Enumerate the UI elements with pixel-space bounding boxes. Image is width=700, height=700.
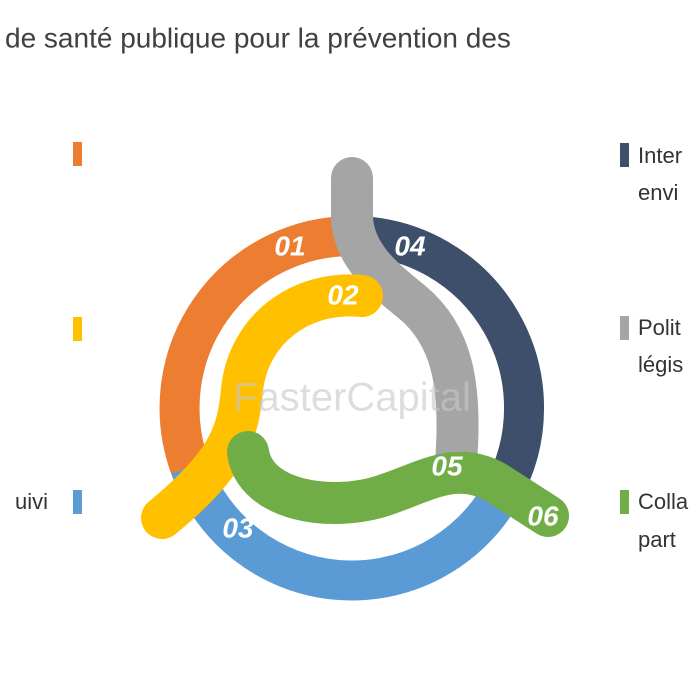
ring-segment-navy <box>351 216 545 504</box>
step-number: 03 <box>222 512 254 543</box>
left-label: uivi <box>15 489 48 514</box>
right-label: légis <box>638 352 683 377</box>
marker <box>73 142 82 166</box>
step-number: 05 <box>431 450 463 481</box>
marker <box>73 317 82 341</box>
ring-segment-blue <box>171 459 519 601</box>
watermark: FasterCapital <box>233 376 471 420</box>
marker <box>620 316 629 340</box>
right-label: Inter <box>638 143 682 168</box>
stroke-green <box>227 431 569 537</box>
ring-segment-orange <box>159 215 353 474</box>
right-label: Colla <box>638 489 689 514</box>
right-label: envi <box>638 180 678 205</box>
step-number: 01 <box>274 230 305 261</box>
right-label: part <box>638 527 676 552</box>
stroke-yellow <box>141 274 383 539</box>
marker <box>620 143 629 167</box>
step-number: 06 <box>527 500 559 531</box>
stroke-gray <box>331 157 479 483</box>
marker <box>620 490 629 514</box>
title: de santé publique pour la prévention des <box>5 22 511 53</box>
right-label: Polit <box>638 315 681 340</box>
marker <box>73 490 82 514</box>
step-number: 02 <box>327 279 359 310</box>
step-number: 04 <box>394 230 426 261</box>
